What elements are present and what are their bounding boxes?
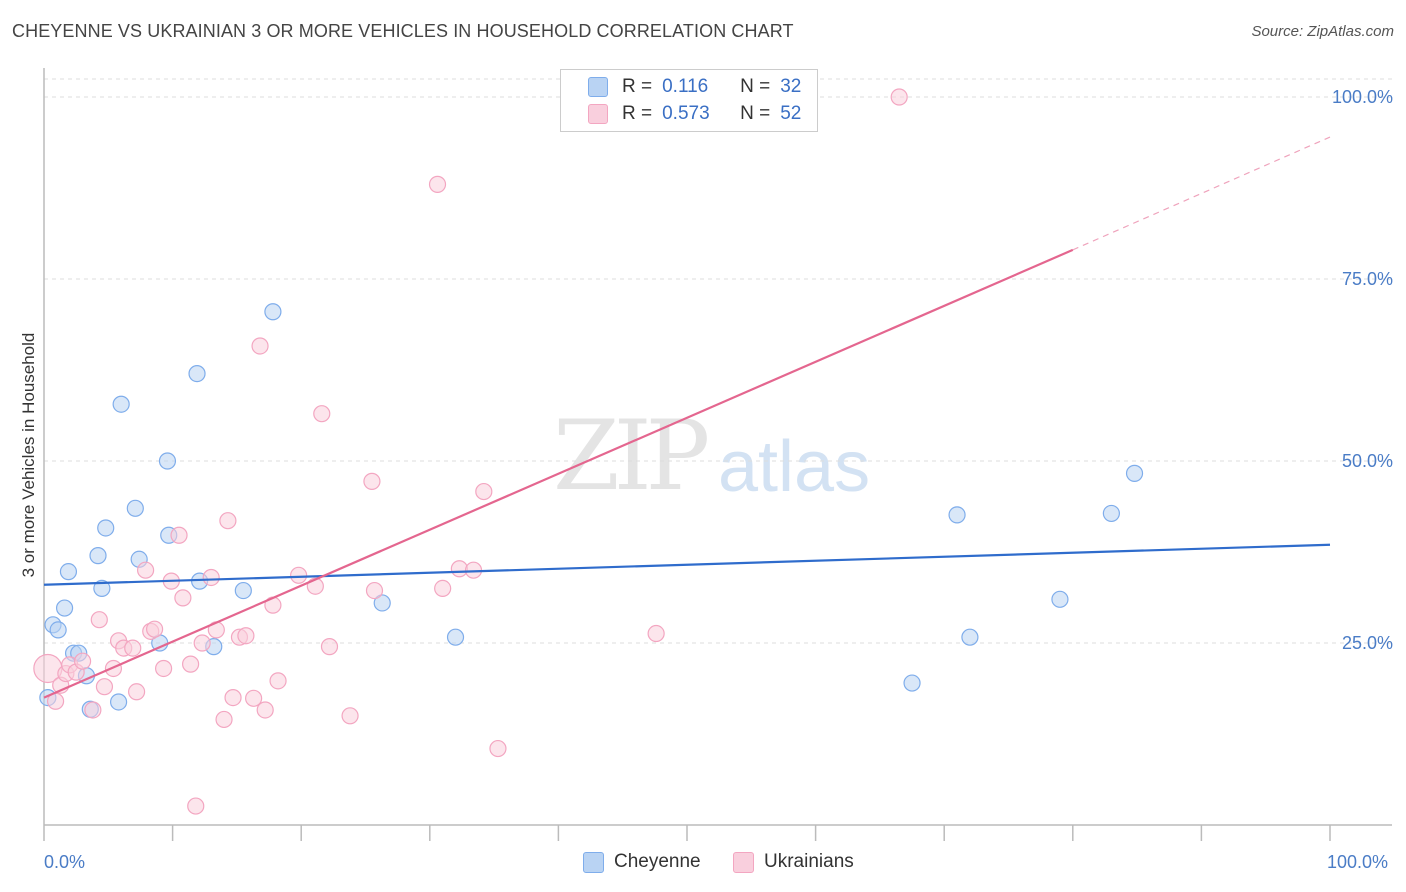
cheyenne-point (49, 621, 67, 639)
cheyenne-point (903, 674, 921, 692)
cheyenne-trend-line (43, 543, 1331, 586)
ukrainians-point (145, 620, 164, 638)
ukrainians-point (269, 672, 287, 690)
data-points (33, 88, 1144, 815)
legend-item-cheyenne[interactable]: Cheyenne (583, 851, 701, 873)
ukrainians-point (256, 701, 274, 719)
cheyenne-point (89, 547, 107, 565)
legend-item-ukrainians[interactable]: Ukrainians (733, 851, 854, 873)
ukrainians-point (90, 611, 108, 629)
ukrainians-point (124, 639, 142, 657)
legend-label-cheyenne: Cheyenne (614, 851, 701, 872)
trend-lines (43, 136, 1331, 699)
ukrainians-point (434, 579, 452, 598)
cheyenne-point (109, 693, 128, 711)
cheyenne-point (373, 594, 391, 612)
legend-r-value: 0.116 (662, 76, 709, 97)
y-tick-label: 75.0% (1342, 269, 1393, 289)
ukrainians-point (489, 739, 507, 758)
ukrainians-point (320, 638, 339, 656)
legend-r-value: 0.573 (662, 103, 710, 124)
ukrainians-point (251, 337, 269, 355)
cheyenne-point (112, 395, 130, 413)
ukrainians-point (215, 710, 233, 729)
ukrainians-point (890, 88, 908, 106)
ukrainians-point (365, 581, 384, 600)
ukrainians-point (450, 560, 468, 578)
ukrainians-point (154, 659, 173, 678)
y-tick-label: 100.0% (1332, 87, 1393, 107)
ukrainians-point (182, 655, 200, 673)
ukrainians-trend-extension (1072, 136, 1331, 251)
ukrainians-point (127, 683, 146, 701)
ukrainians-point (224, 688, 242, 707)
ukrainians-point (193, 634, 211, 652)
cheyenne-point (948, 506, 966, 524)
cheyenne-point (97, 519, 115, 537)
cheyenne-point (1051, 590, 1069, 608)
ukrainians-point (647, 624, 665, 643)
y-tick-labels: 25.0% 50.0% 75.0% 100.0% (1332, 87, 1393, 653)
ukrainians-point (475, 482, 493, 501)
ukrainians-point (219, 512, 237, 530)
legend-n-label: N = (740, 76, 771, 97)
ukrainians-point (170, 526, 188, 544)
legend-n-value: 32 (780, 76, 802, 97)
ukrainians-point (202, 568, 220, 587)
ukrainians-point (363, 472, 381, 490)
series-legend: Cheyenne Ukrainians (0, 851, 1406, 877)
ukrainians-point (341, 707, 359, 725)
cheyenne-point (264, 303, 282, 321)
ukrainians-point (95, 678, 114, 696)
ukrainians-point (313, 405, 331, 423)
ukrainians-trend-line (43, 248, 1074, 699)
y-tick-label: 50.0% (1342, 451, 1393, 471)
cheyenne-point (234, 581, 252, 600)
cheyenne-point (188, 365, 206, 383)
watermark-atlas: atlas (718, 427, 871, 507)
ukrainians-point (290, 566, 308, 584)
legend-n-label: N = (740, 103, 771, 124)
legend-n-value: 52 (780, 103, 802, 124)
legend-r-label: R = (622, 76, 653, 97)
legend-swatch-ukrainians (588, 104, 608, 124)
ukrainians-point (174, 589, 192, 607)
axes (43, 68, 1392, 841)
cheyenne-point (446, 628, 465, 646)
ukrainians-point (428, 175, 447, 193)
legend-label-ukrainians: Ukrainians (764, 851, 854, 872)
stats-legend: R = 0.116 N = 32 R = 0.573 N = 52 (560, 69, 818, 132)
grid-lines (44, 78, 1392, 644)
cheyenne-point (1102, 504, 1120, 523)
ukrainians-point (187, 797, 205, 815)
legend-swatch-ukrainians (733, 851, 754, 873)
legend-swatch-cheyenne (583, 851, 604, 873)
cheyenne-point (59, 563, 78, 581)
cheyenne-point (126, 499, 144, 517)
cheyenne-point (93, 579, 111, 598)
ukrainians-point (237, 627, 255, 645)
ukrainians-point (84, 701, 102, 719)
source-label: Source: ZipAtlas.com (1251, 23, 1394, 40)
legend-row-ukrainians: R = 0.573 N = 52 (588, 102, 801, 126)
cheyenne-point (158, 452, 177, 470)
y-tick-label: 25.0% (1342, 633, 1393, 653)
cheyenne-point (1125, 464, 1144, 482)
ukrainians-point (245, 689, 263, 707)
x-tick-max: 100.0% (1327, 852, 1389, 872)
ukrainians-point (136, 561, 155, 579)
cheyenne-point (55, 599, 74, 617)
legend-swatch-cheyenne (588, 77, 608, 97)
cheyenne-point (961, 628, 979, 646)
legend-row-cheyenne: R = 0.116 N = 32 (588, 75, 801, 99)
chart-title: CHEYENNE VS UKRAINIAN 3 OR MORE VEHICLES… (12, 21, 794, 41)
x-tick-min: 0.0% (44, 852, 86, 872)
legend-r-label: R = (622, 103, 653, 124)
ukrainians-point (73, 652, 92, 670)
